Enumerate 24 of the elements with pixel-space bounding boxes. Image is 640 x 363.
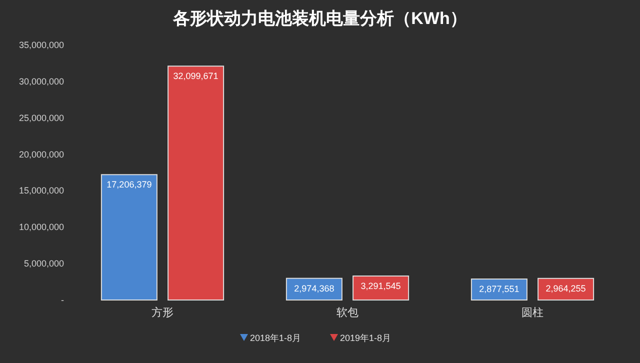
bar	[470, 278, 528, 300]
x-tick-label: 圆柱	[522, 307, 544, 319]
y-tick-label: 20,000,000	[18, 149, 64, 160]
y-tick-label: 10,000,000	[18, 222, 64, 232]
y-tick-label: 15,000,000	[18, 186, 64, 196]
data-label: 2,964,255	[546, 283, 586, 294]
x-tick-label: 软包	[336, 307, 358, 319]
chart-title: 各形状动力电池装机电量分析（KWh）	[172, 9, 467, 28]
data-label: 2,877,551	[479, 284, 520, 294]
data-label: 32,099,671	[173, 71, 218, 82]
data-label: 3,291,545	[360, 281, 401, 292]
data-label: 17,206,379	[106, 180, 152, 190]
bar	[168, 66, 224, 300]
x-tick-label: 方形	[152, 306, 174, 319]
y-tick-label: 5,000,000	[24, 258, 64, 269]
y-tick-label: -	[61, 295, 64, 305]
legend-label: 2019年1-8月	[340, 333, 392, 343]
y-tick-label: 35,000,000	[18, 40, 64, 50]
bar	[100, 174, 158, 300]
legend-label: 2018年1-8月	[250, 333, 302, 343]
bar	[352, 276, 410, 300]
y-tick-label: 25,000,000	[18, 112, 64, 123]
y-tick-label: 30,000,000	[18, 76, 64, 86]
data-label: 2,974,368	[294, 283, 334, 294]
